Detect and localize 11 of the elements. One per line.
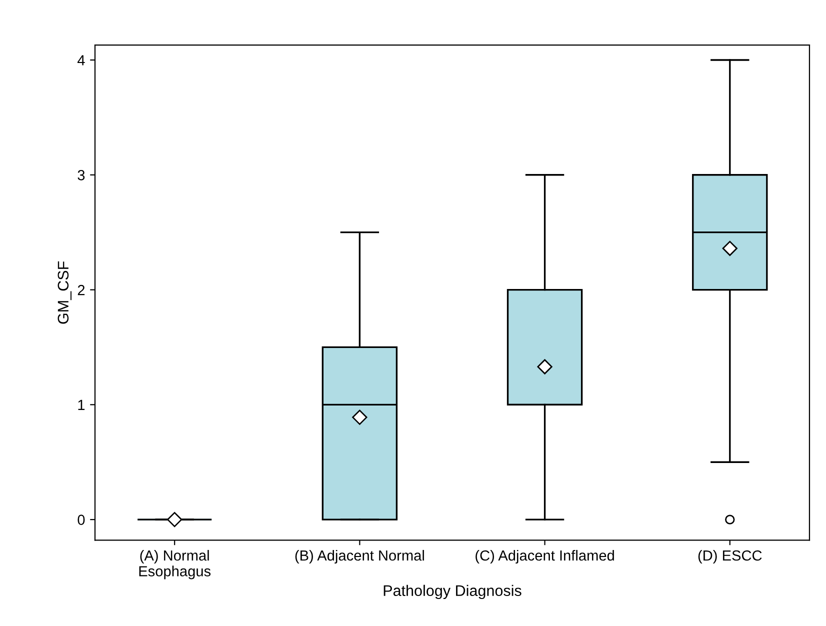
y-tick-label: 0 [78, 514, 85, 525]
y-axis-title: GM_CSF [58, 261, 72, 324]
x-tick-label: (B) Adjacent Normal [295, 550, 424, 564]
y-tick-label: 1 [78, 400, 85, 410]
y-tick-label: 2 [78, 284, 85, 296]
x-tick-label: (D) ESCC [698, 550, 762, 564]
x-tick-label: (A) Normal Esophagus [139, 550, 211, 580]
x-axis-title: Pathology Diagnosis [384, 584, 522, 600]
y-tick-label: 3 [78, 170, 85, 180]
x-tick-label: (C) Adjacent Inflamed [476, 550, 614, 564]
y-tick-label: 4 [77, 55, 85, 66]
